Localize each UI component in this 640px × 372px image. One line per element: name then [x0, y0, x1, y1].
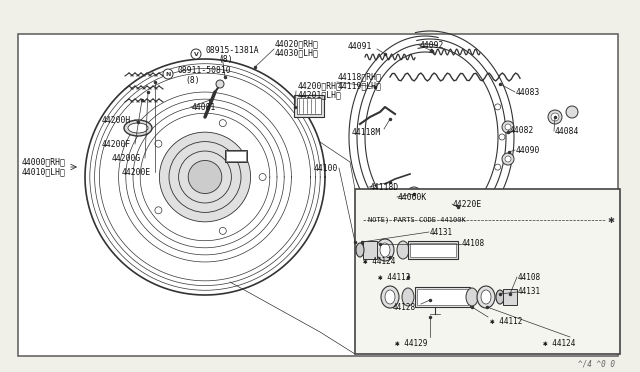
Text: 44201〈LH〉: 44201〈LH〉	[298, 90, 342, 99]
Text: 44131: 44131	[518, 288, 541, 296]
Bar	[503, 289, 517, 305]
Circle shape	[495, 104, 500, 110]
Circle shape	[505, 124, 511, 130]
Ellipse shape	[220, 227, 227, 234]
Text: 44030〈LH〉: 44030〈LH〉	[275, 48, 319, 58]
Text: 44118D: 44118D	[370, 183, 399, 192]
Ellipse shape	[466, 288, 478, 306]
Circle shape	[163, 69, 173, 79]
Text: ✱ 44112: ✱ 44112	[490, 317, 522, 327]
Text: 44091: 44091	[348, 42, 372, 51]
Bar	[444, 211, 472, 224]
Ellipse shape	[481, 290, 491, 304]
Circle shape	[495, 164, 500, 170]
Text: 44092: 44092	[420, 41, 444, 49]
Bar	[355, 189, 620, 354]
Ellipse shape	[128, 123, 148, 133]
Text: 44084: 44084	[555, 126, 579, 135]
Ellipse shape	[155, 207, 162, 214]
Text: 44200E: 44200E	[122, 167, 151, 176]
Circle shape	[463, 210, 469, 216]
Text: 44200H: 44200H	[102, 115, 131, 125]
Text: V: V	[193, 51, 198, 57]
Ellipse shape	[381, 286, 399, 308]
Circle shape	[468, 201, 480, 213]
Text: ✱ 44129: ✱ 44129	[395, 340, 428, 349]
Text: (8): (8)	[218, 55, 232, 64]
Text: 44100: 44100	[314, 164, 338, 173]
Text: ✱ 44112: ✱ 44112	[378, 273, 410, 282]
Bar	[410, 243, 456, 257]
Circle shape	[505, 156, 511, 162]
Ellipse shape	[155, 140, 162, 147]
Bar	[294, 95, 324, 117]
Text: 44081: 44081	[192, 103, 216, 112]
Bar	[363, 241, 377, 259]
Text: 44060K: 44060K	[398, 192, 428, 202]
Ellipse shape	[566, 106, 578, 118]
Bar	[297, 98, 321, 114]
Text: ✱ 44124: ✱ 44124	[543, 340, 575, 349]
Ellipse shape	[124, 120, 152, 136]
Ellipse shape	[551, 113, 559, 121]
Text: N: N	[165, 71, 171, 77]
Text: ✱: ✱	[607, 215, 614, 224]
Ellipse shape	[188, 160, 222, 193]
Text: 44131: 44131	[430, 228, 453, 237]
Circle shape	[216, 80, 224, 88]
Text: 44000〈RH〉: 44000〈RH〉	[22, 157, 66, 167]
Text: 44128: 44128	[393, 302, 416, 311]
Bar	[408, 241, 458, 259]
Bar	[225, 150, 247, 162]
Ellipse shape	[356, 243, 364, 257]
Text: 44200G: 44200G	[112, 154, 141, 163]
Text: 08911-50810: 08911-50810	[177, 65, 230, 74]
Text: 44119〈LH〉: 44119〈LH〉	[338, 81, 382, 90]
Bar	[18, 34, 618, 356]
Ellipse shape	[220, 120, 227, 126]
Circle shape	[191, 49, 201, 59]
Text: 44020〈RH〉: 44020〈RH〉	[275, 39, 319, 48]
Bar	[226, 151, 246, 161]
Text: NOTE) PARTS CODE 44100K: NOTE) PARTS CODE 44100K	[368, 217, 466, 223]
Text: 08915-1381A: 08915-1381A	[205, 45, 259, 55]
Text: (8): (8)	[185, 76, 200, 84]
Text: ^/4 ^0 0: ^/4 ^0 0	[578, 359, 615, 369]
Text: 44118〈RH〉: 44118〈RH〉	[338, 73, 382, 81]
Text: 44200F: 44200F	[102, 140, 131, 148]
Bar	[417, 289, 468, 305]
Text: 44082: 44082	[510, 125, 534, 135]
Ellipse shape	[402, 288, 414, 306]
Ellipse shape	[159, 132, 251, 222]
Circle shape	[411, 191, 417, 197]
Text: 44083: 44083	[516, 87, 540, 96]
Text: 44010〈LH〉: 44010〈LH〉	[22, 167, 66, 176]
Ellipse shape	[385, 290, 395, 304]
Text: 44108: 44108	[518, 273, 541, 282]
Ellipse shape	[376, 239, 394, 261]
Text: 44118M: 44118M	[352, 128, 381, 137]
Ellipse shape	[259, 173, 266, 180]
Circle shape	[407, 187, 421, 201]
Bar	[446, 213, 470, 222]
Text: 44200〈RH〉: 44200〈RH〉	[298, 81, 342, 90]
Ellipse shape	[477, 286, 495, 308]
Ellipse shape	[548, 110, 562, 124]
Circle shape	[499, 134, 505, 140]
Bar	[415, 287, 470, 307]
Ellipse shape	[169, 142, 241, 212]
Text: 44090: 44090	[516, 145, 540, 154]
Text: 44220E: 44220E	[453, 199, 483, 208]
Ellipse shape	[397, 241, 409, 259]
Circle shape	[482, 190, 488, 196]
Text: ✱ 44124: ✱ 44124	[363, 257, 396, 266]
Ellipse shape	[496, 290, 504, 304]
Ellipse shape	[380, 243, 390, 257]
Ellipse shape	[179, 151, 232, 203]
Circle shape	[502, 121, 514, 133]
Circle shape	[502, 153, 514, 165]
Text: 44108: 44108	[462, 240, 485, 248]
